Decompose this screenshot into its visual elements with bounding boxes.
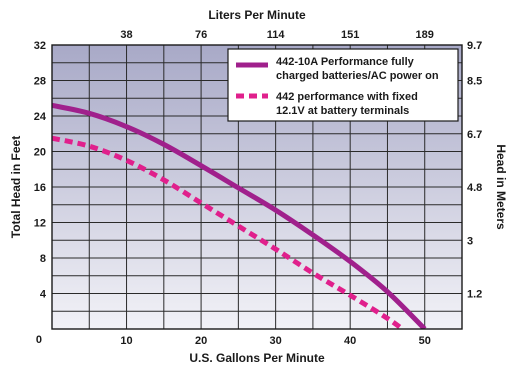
y-right-tick-label: 8.5 (467, 76, 482, 88)
y-right-tick-label: 4.8 (467, 182, 482, 194)
legend-series-2-line-1: 442 performance with fixed (276, 91, 418, 103)
y-right-tick-label: 9.7 (467, 40, 482, 52)
x-top-tick-label: 189 (416, 29, 434, 41)
legend-series-2-line-2: 12.1V at battery terminals (276, 105, 409, 117)
x-top-axis-title: Liters Per Minute (208, 8, 306, 22)
x-top-tick-label: 151 (341, 29, 359, 41)
y-tick-label: 8 (40, 253, 46, 265)
legend: 442-10A Performance fully charged batter… (227, 48, 459, 122)
origin-tick-label: 0 (36, 334, 42, 346)
series-line-2 (52, 135, 404, 329)
x-top-tick-label: 38 (120, 29, 132, 41)
y-tick-label: 16 (34, 182, 46, 194)
series-line-1 (52, 102, 427, 329)
y-tick-label: 4 (40, 289, 47, 301)
legend-box (227, 48, 459, 122)
x-tick-label: 30 (270, 335, 282, 347)
y-tick-label: 20 (34, 147, 46, 159)
y-right-tick-label: 3 (467, 235, 473, 247)
series-layer (52, 102, 427, 329)
y-tick-label: 28 (34, 76, 46, 88)
x-top-tick-label: 76 (195, 29, 207, 41)
x-tick-label: 10 (120, 335, 132, 347)
y-tick-label: 12 (34, 218, 46, 230)
y-right-axis-title: Head in Meters (494, 144, 508, 230)
y-right-tick-label: 6.7 (467, 129, 482, 141)
legend-series-1-line-2: charged batteries/AC power on (276, 70, 439, 82)
x-top-tick-label: 114 (267, 29, 286, 41)
x-tick-label: 40 (344, 335, 356, 347)
x-axis-title: U.S. Gallons Per Minute (189, 351, 325, 365)
y-tick-label: 24 (34, 111, 47, 123)
x-tick-label: 20 (195, 335, 207, 347)
legend-series-1-line-1: 442-10A Performance fully (276, 56, 415, 68)
y-right-tick-label: 1.2 (467, 289, 482, 301)
x-tick-label: 50 (419, 335, 431, 347)
y-axis-title: Total Head in Feet (9, 136, 23, 238)
plot-frame (51, 44, 463, 330)
ticks: 0 10 20 30 40 50 38 76 114 151 189 4 8 12 16 20 24 28 32 1.… (34, 29, 483, 347)
y-tick-label: 32 (34, 40, 46, 52)
